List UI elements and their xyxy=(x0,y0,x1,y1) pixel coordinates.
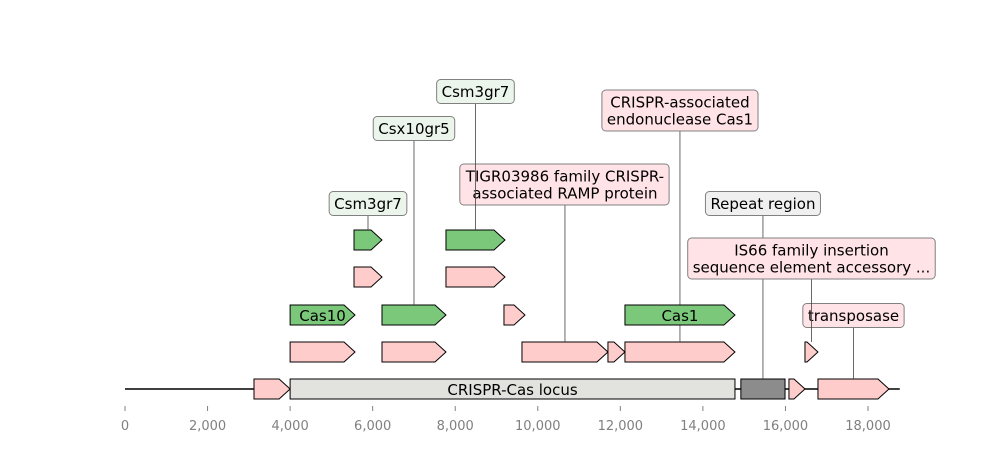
x-tick-label: 18,000 xyxy=(845,419,891,434)
label-box xyxy=(704,191,821,216)
label-box xyxy=(328,191,408,216)
feature xyxy=(804,341,819,363)
feature-label: Cas1 xyxy=(661,307,698,325)
x-tick-label: 10,000 xyxy=(515,419,561,434)
x-tick-label: 12,000 xyxy=(598,419,644,434)
feature-label: IS66 family insertion sequence element ac… xyxy=(693,241,931,276)
x-tick-label: 16,000 xyxy=(763,419,809,434)
feature xyxy=(353,229,383,251)
feature-label: Cas10 xyxy=(299,307,346,325)
feature-label: Csm3gr7 xyxy=(442,83,510,101)
feature-label: Repeat region xyxy=(710,195,815,213)
x-tick-label: 6,000 xyxy=(354,419,391,434)
x-tick-label: 14,000 xyxy=(680,419,726,434)
label-box xyxy=(802,303,905,328)
x-tick-label: 0 xyxy=(121,419,129,434)
x-tick-label: 2,000 xyxy=(189,419,226,434)
feature xyxy=(624,341,736,363)
feature-label: CRISPR-Cas locus xyxy=(447,381,577,399)
label-box xyxy=(601,89,759,132)
feature xyxy=(445,229,506,251)
feature xyxy=(788,378,806,400)
label-box xyxy=(687,237,936,280)
feature-label: CRISPR-associated endonuclease Cas1 xyxy=(607,93,753,128)
label-box xyxy=(436,79,515,104)
feature xyxy=(740,378,786,400)
feature xyxy=(607,341,626,363)
feature xyxy=(381,341,447,363)
x-tick-label: 8,000 xyxy=(437,419,474,434)
feature xyxy=(353,266,383,288)
label-box xyxy=(459,163,670,206)
feature xyxy=(381,304,447,326)
feature-label: TIGR03986 family CRISPR-associated RAMP … xyxy=(465,167,664,202)
feature xyxy=(503,304,526,326)
feature xyxy=(289,341,356,363)
feature-label: Csm3gr7 xyxy=(334,195,402,213)
x-tick-label: 4,000 xyxy=(272,419,309,434)
feature xyxy=(289,304,356,326)
feature xyxy=(253,378,291,400)
feature-label: transposase xyxy=(808,307,899,325)
feature xyxy=(445,266,506,288)
feature xyxy=(289,378,736,400)
label-box xyxy=(372,116,456,141)
feature xyxy=(817,378,890,400)
feature-label: Csx10gr5 xyxy=(378,120,449,138)
feature xyxy=(624,304,736,326)
feature xyxy=(521,341,609,363)
